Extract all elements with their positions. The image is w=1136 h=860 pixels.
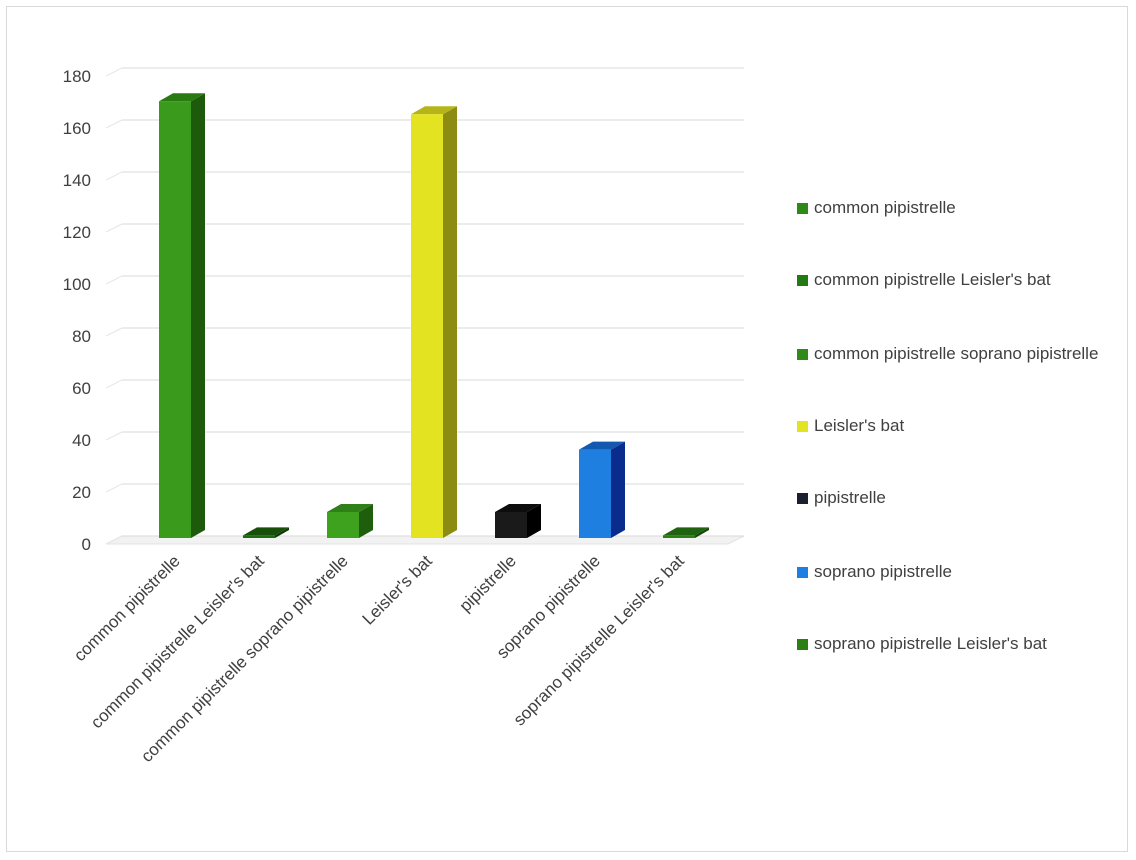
y-tick-label: 0 — [82, 535, 91, 554]
legend-item: common pipistrelle soprano pipistrelle — [797, 341, 1127, 367]
gridline-side — [105, 275, 123, 285]
legend-swatch — [797, 639, 808, 650]
y-tick-label: 20 — [72, 483, 91, 502]
bar-front — [579, 449, 611, 538]
bar-side — [695, 527, 709, 538]
bar-top — [243, 527, 289, 536]
y-tick-label: 140 — [63, 171, 91, 190]
legend-item: soprano pipistrelle — [797, 559, 1127, 585]
gridline-side — [105, 431, 123, 441]
bar-7 — [663, 527, 709, 538]
bar-side — [275, 527, 289, 538]
legend-swatch — [797, 493, 808, 504]
legend-label: common pipistrelle soprano pipistrelle — [814, 344, 1099, 363]
y-tick-label: 40 — [72, 431, 91, 450]
gridline-side — [105, 483, 123, 493]
gridline-side — [105, 67, 123, 77]
bar-chart: 0 20 40 60 80 100 120 140 160 180 common pipistrel… — [63, 67, 745, 766]
bar-front — [411, 114, 443, 538]
legend-label: common pipistrelle — [814, 198, 956, 217]
legend-swatch — [797, 203, 808, 214]
legend-swatch — [797, 349, 808, 360]
y-tick-label: 120 — [63, 223, 91, 242]
bar-5 — [495, 504, 541, 538]
legend-swatch — [797, 567, 808, 578]
x-tick-label: Leisler's bat — [359, 551, 436, 628]
bar-6 — [579, 441, 625, 538]
legend-item: Leisler's bat — [797, 413, 1127, 439]
bar-front — [495, 512, 527, 538]
bar-front — [327, 512, 359, 538]
x-tick-label: soprano pipistrelle Leisler's bat — [510, 551, 688, 729]
bar-1 — [159, 93, 205, 538]
legend-item: soprano pipistrelle Leisler's bat — [797, 631, 1127, 657]
chart-frame: 0 20 40 60 80 100 120 140 160 180 common pipistrel… — [6, 6, 1128, 852]
bar-side — [359, 504, 373, 538]
x-tick-label: common pipistrelle Leisler's bat — [87, 551, 268, 732]
y-tick-label: 60 — [72, 379, 91, 398]
bar-top — [495, 504, 541, 512]
bar-front — [663, 535, 695, 538]
gridline-side — [105, 223, 123, 233]
gridline-side — [105, 535, 123, 545]
bar-top — [411, 106, 457, 115]
legend-item: pipistrelle — [797, 485, 1127, 511]
x-tick-label: pipistrelle — [456, 551, 520, 615]
legend-item: common pipistrelle — [797, 195, 1127, 221]
bar-front — [159, 101, 191, 538]
bar-side — [443, 106, 457, 538]
bar-top — [327, 504, 373, 512]
legend-label: soprano pipistrelle — [814, 562, 952, 581]
legend-item: common pipistrelle Leisler's bat — [797, 267, 1127, 293]
legend-swatch — [797, 421, 808, 432]
legend-swatch — [797, 275, 808, 286]
gridline-side — [105, 171, 123, 181]
y-tick-label: 80 — [72, 327, 91, 346]
bar-top — [579, 441, 625, 450]
legend-label: pipistrelle — [814, 488, 886, 507]
bar-side — [191, 93, 205, 538]
legend-label: Leisler's bat — [814, 416, 905, 435]
bar-top — [663, 527, 709, 536]
bar-side — [527, 504, 541, 538]
bar-front — [243, 535, 275, 538]
gridline-side — [105, 119, 123, 129]
legend-label: common pipistrelle Leisler's bat — [814, 270, 1051, 289]
bar-3 — [327, 504, 373, 538]
bar-2 — [243, 527, 289, 538]
bar-4 — [411, 106, 457, 538]
y-tick-label: 100 — [63, 275, 91, 294]
gridline-side — [105, 327, 123, 337]
y-tick-label: 180 — [63, 67, 91, 86]
legend-label: soprano pipistrelle Leisler's bat — [814, 634, 1047, 653]
bar-side — [611, 441, 625, 538]
bar-top — [159, 93, 205, 102]
y-tick-label: 160 — [63, 119, 91, 138]
gridline-side — [105, 379, 123, 389]
